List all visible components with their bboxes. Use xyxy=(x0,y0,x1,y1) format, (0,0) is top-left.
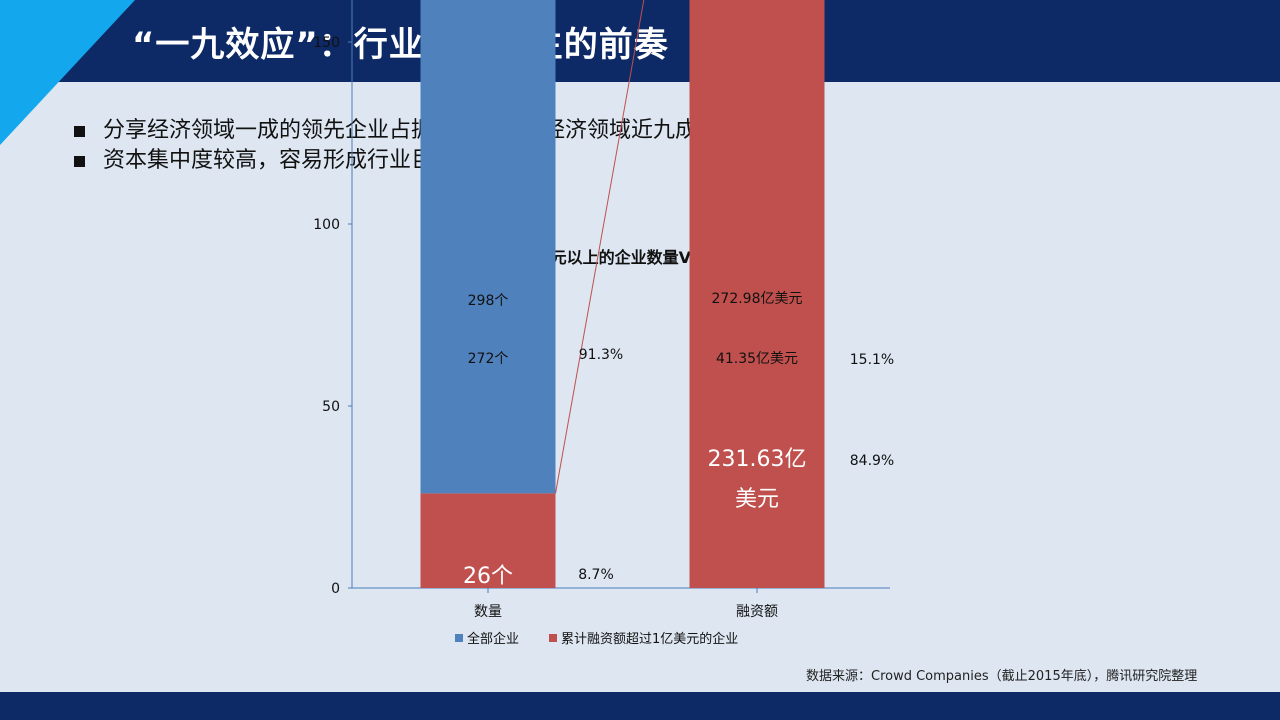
y-tick-label: 50 xyxy=(322,399,340,415)
legend-label-all: 全部企业 xyxy=(467,631,519,647)
y-tick-label: 0 xyxy=(331,581,340,597)
bar-segment xyxy=(420,493,556,588)
data-label: 美元 xyxy=(735,487,779,512)
legend-swatch-red xyxy=(549,634,557,642)
footer-bar xyxy=(0,692,1280,720)
data-label: 272.98亿美元 xyxy=(712,291,803,307)
data-label: 231.63亿 xyxy=(708,447,807,472)
connector-line xyxy=(555,0,645,494)
data-label: 298个 xyxy=(468,293,509,309)
data-label: 15.1% xyxy=(850,352,894,368)
page-title: “一九效应”：行业巨头诞生的前奏 xyxy=(132,25,669,65)
y-tick-label: 100 xyxy=(313,217,340,233)
source-note: 数据来源：Crowd Companies（截止2015年底），腾讯研究院整理 xyxy=(806,669,1198,684)
data-label: 84.9% xyxy=(850,453,894,469)
x-tick-label: 融资额 xyxy=(736,604,778,620)
bar-segment xyxy=(689,0,825,588)
data-label: 91.3% xyxy=(579,347,623,363)
legend-label-over-100m: 累计融资额超过1亿美元的企业 xyxy=(561,631,738,647)
chart-legend: 全部企业 累计融资额超过1亿美元的企业 xyxy=(455,631,738,647)
data-label: 41.35亿美元 xyxy=(716,351,798,367)
data-label: 272个 xyxy=(468,351,509,367)
x-tick-label: 数量 xyxy=(474,604,502,620)
square-bullet-icon xyxy=(74,155,85,167)
legend-swatch-blue xyxy=(455,634,463,642)
header-bar xyxy=(0,0,1280,82)
y-tick-label: 150 xyxy=(313,35,340,51)
square-bullet-icon xyxy=(74,125,85,137)
bar-segment xyxy=(420,0,556,494)
data-label: 26个 xyxy=(463,564,513,589)
data-label: 8.7% xyxy=(578,567,614,583)
